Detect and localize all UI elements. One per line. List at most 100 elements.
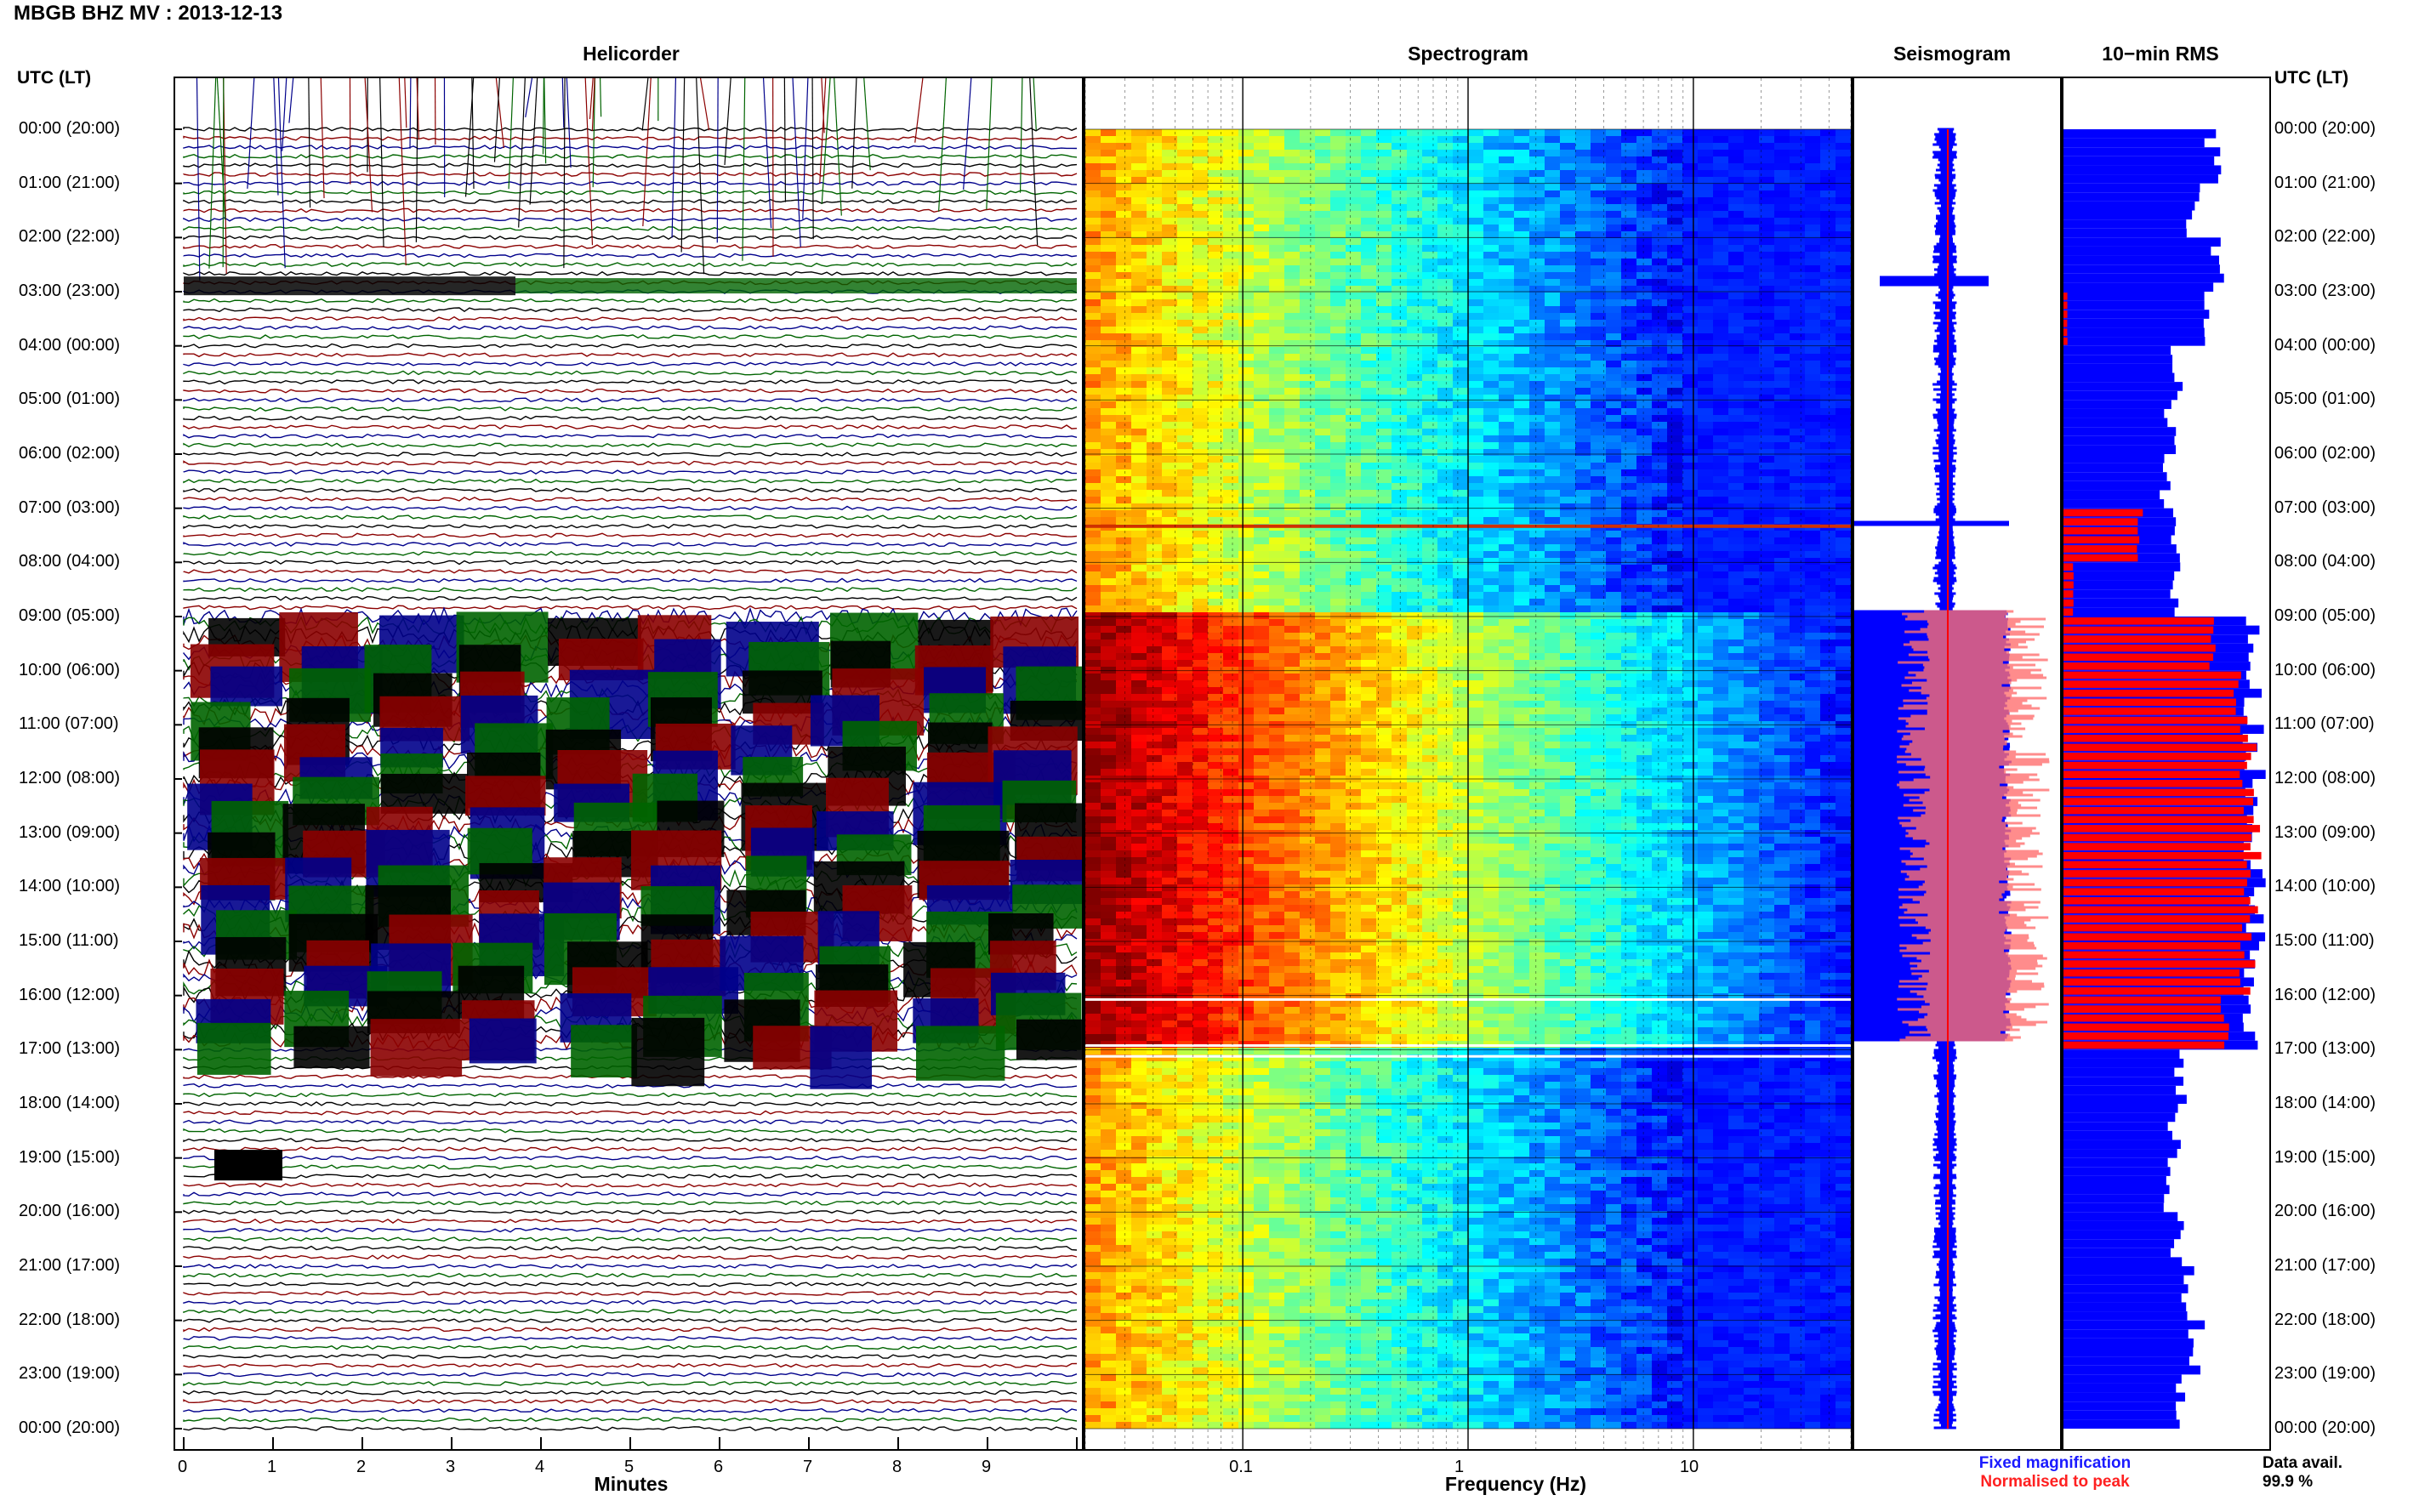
spectrogram-cell [1682, 571, 1698, 578]
time-label-right: 09:00 (05:00) [2274, 606, 2376, 625]
spectrogram-cell [1284, 177, 1300, 184]
spectrogram-cell [1330, 605, 1346, 612]
spectrogram-cell [1667, 225, 1682, 231]
spectrogram-cell [1162, 238, 1177, 245]
spectrogram-cell [1713, 225, 1728, 231]
spectrogram-cell [1744, 626, 1759, 633]
spectrogram-cell [1269, 361, 1284, 367]
spectrogram-cell [1376, 531, 1392, 537]
spectrogram-cell [1177, 374, 1192, 381]
spectrogram-cell [1499, 245, 1514, 252]
spectrogram-cell [1177, 714, 1192, 721]
spectrogram-cell [1713, 170, 1728, 177]
spectrogram-cell [1682, 694, 1698, 701]
spectrogram-cell [1836, 456, 1851, 463]
spectrogram-cell [1560, 694, 1575, 701]
spectrogram-cell [1147, 163, 1162, 170]
spectrogram-cell [1131, 327, 1147, 333]
spectrogram-cell [1468, 476, 1483, 483]
spectrogram-cell [1805, 299, 1820, 306]
spectrogram-cell [1652, 442, 1667, 449]
spectrogram-cell [1728, 728, 1744, 735]
spectrogram-cell [1192, 639, 1208, 646]
spectrogram-cell [1238, 143, 1254, 150]
spectrogram-cell [1667, 674, 1682, 680]
spectrogram-cell [1728, 170, 1744, 177]
spectrogram-cell [1545, 517, 1560, 524]
spectrogram-cell [1300, 626, 1315, 633]
spectrogram-cell [1545, 238, 1560, 245]
spectrogram-cell [1713, 456, 1728, 463]
spectrogram-cell [1422, 531, 1437, 537]
spectrogram-cell [1728, 395, 1744, 401]
spectrogram-cell [1728, 272, 1744, 279]
spectrogram-cell [1254, 565, 1269, 571]
spectrogram-cell [1514, 197, 1529, 204]
spectrogram-cell [1652, 687, 1667, 694]
spectrogram-cell [1422, 701, 1437, 708]
spectrogram-cell [1085, 497, 1101, 503]
spectrogram-cell [1606, 497, 1621, 503]
spectrogram-cell [1085, 320, 1101, 327]
spectrogram-cell [1575, 422, 1591, 429]
spectrogram-cell [1652, 469, 1667, 476]
spectrogram-cell [1759, 449, 1774, 456]
spectrogram-cell [1529, 674, 1545, 680]
spectrogram-cell [1667, 313, 1682, 320]
spectrogram-cell [1300, 708, 1315, 714]
spectrogram-cell [1407, 184, 1422, 190]
spectrogram-cell [1774, 272, 1790, 279]
spectrogram-cell [1376, 558, 1392, 565]
spectrogram-cell [1836, 327, 1851, 333]
spectrogram-cell [1621, 599, 1636, 605]
spectrogram-cell [1682, 429, 1698, 435]
spectrogram-cell [1713, 735, 1728, 742]
spectrogram-cell [1085, 680, 1101, 687]
spectrogram-cell [1330, 701, 1346, 708]
spectrogram-cell [1101, 313, 1116, 320]
spectrogram-cell [1147, 347, 1162, 354]
spectrogram-cell [1744, 565, 1759, 571]
spectrogram-cell [1392, 259, 1407, 265]
spectrogram-cell [1698, 150, 1713, 156]
spectrogram-cell [1116, 190, 1131, 197]
spectrogram-cell [1116, 605, 1131, 612]
spectrogram-cell [1162, 252, 1177, 259]
spectrogram-cell [1376, 170, 1392, 177]
spectrogram-cell [1483, 694, 1499, 701]
spectrogram-cell [1636, 238, 1652, 245]
spectrogram-cell [1116, 313, 1131, 320]
spectrogram-cell [1422, 347, 1437, 354]
spectrogram-cell [1759, 510, 1774, 517]
spectrogram-cell [1836, 218, 1851, 225]
spectrogram-cell [1223, 674, 1238, 680]
spectrogram-cell [1437, 279, 1453, 286]
spectrogram-cell [1407, 456, 1422, 463]
spectrogram-cell [1238, 218, 1254, 225]
spectrogram-cell [1468, 714, 1483, 721]
spectrogram-cell [1728, 463, 1744, 469]
spectrogram-cell [1315, 204, 1330, 211]
spectrogram-cell [1636, 293, 1652, 299]
spectrogram-cell [1529, 367, 1545, 374]
spectrogram-cell [1652, 299, 1667, 306]
spectrogram-cell [1346, 653, 1361, 660]
spectrogram-cell [1208, 674, 1223, 680]
spectrogram-cell [1192, 544, 1208, 551]
spectrogram-cell [1223, 694, 1238, 701]
spectrogram-cell [1667, 333, 1682, 340]
spectrogram-cell [1208, 565, 1223, 571]
spectrogram-cell [1116, 667, 1131, 674]
spectrogram-cell [1101, 735, 1116, 742]
spectrogram-cell [1223, 320, 1238, 327]
spectrogram-cell [1392, 156, 1407, 163]
spectrogram-cell [1453, 150, 1468, 156]
spectrogram-cell [1085, 170, 1101, 177]
spectrogram-cell [1208, 694, 1223, 701]
spectrogram-cell [1744, 599, 1759, 605]
spectrogram-cell [1346, 429, 1361, 435]
spectrogram-cell [1621, 660, 1636, 667]
spectrogram-cell [1116, 639, 1131, 646]
spectrogram-cell [1805, 633, 1820, 639]
spectrogram-cell [1223, 653, 1238, 660]
